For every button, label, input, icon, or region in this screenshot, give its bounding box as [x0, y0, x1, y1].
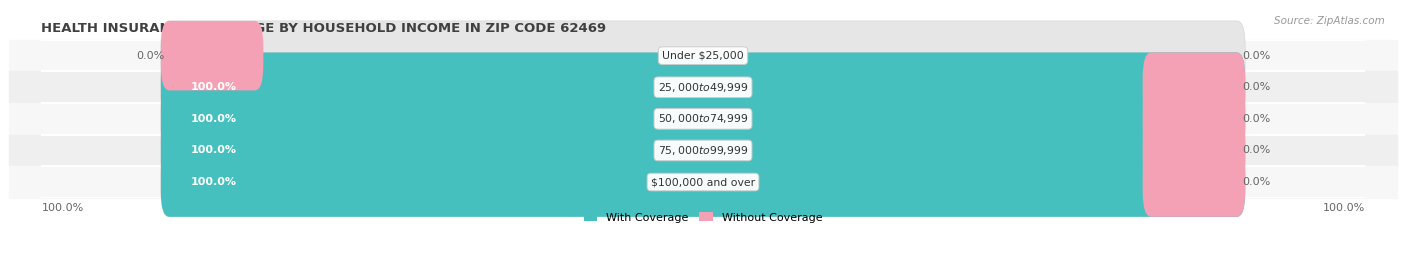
Text: 100.0%: 100.0% — [1323, 203, 1365, 213]
Text: 100.0%: 100.0% — [41, 203, 83, 213]
FancyBboxPatch shape — [1143, 52, 1246, 122]
Bar — [10, 103, 1396, 135]
FancyBboxPatch shape — [160, 147, 1246, 217]
Text: 100.0%: 100.0% — [191, 146, 236, 155]
FancyBboxPatch shape — [160, 147, 1246, 217]
Text: Under $25,000: Under $25,000 — [662, 51, 744, 61]
Text: 0.0%: 0.0% — [1241, 51, 1270, 61]
FancyBboxPatch shape — [160, 21, 1246, 90]
FancyBboxPatch shape — [1143, 116, 1246, 185]
Legend: With Coverage, Without Coverage: With Coverage, Without Coverage — [579, 208, 827, 227]
FancyBboxPatch shape — [160, 116, 1246, 185]
FancyBboxPatch shape — [1143, 84, 1246, 154]
Bar — [10, 72, 1396, 103]
Text: 0.0%: 0.0% — [136, 51, 165, 61]
Text: Source: ZipAtlas.com: Source: ZipAtlas.com — [1274, 16, 1385, 26]
Text: 0.0%: 0.0% — [1241, 146, 1270, 155]
Text: $25,000 to $49,999: $25,000 to $49,999 — [658, 81, 748, 94]
Text: 100.0%: 100.0% — [191, 82, 236, 92]
FancyBboxPatch shape — [160, 52, 1246, 122]
FancyBboxPatch shape — [160, 84, 1246, 154]
Text: 100.0%: 100.0% — [191, 177, 236, 187]
Text: $100,000 and over: $100,000 and over — [651, 177, 755, 187]
Text: 0.0%: 0.0% — [1241, 82, 1270, 92]
Text: HEALTH INSURANCE COVERAGE BY HOUSEHOLD INCOME IN ZIP CODE 62469: HEALTH INSURANCE COVERAGE BY HOUSEHOLD I… — [41, 22, 606, 34]
FancyBboxPatch shape — [160, 21, 263, 90]
Text: $50,000 to $74,999: $50,000 to $74,999 — [658, 112, 748, 125]
FancyBboxPatch shape — [160, 52, 1246, 122]
Text: 100.0%: 100.0% — [191, 114, 236, 124]
Text: 0.0%: 0.0% — [1241, 114, 1270, 124]
FancyBboxPatch shape — [1143, 147, 1246, 217]
Bar — [10, 40, 1396, 72]
Text: $75,000 to $99,999: $75,000 to $99,999 — [658, 144, 748, 157]
Bar — [10, 166, 1396, 198]
Text: 0.0%: 0.0% — [1241, 177, 1270, 187]
FancyBboxPatch shape — [160, 84, 1246, 154]
FancyBboxPatch shape — [160, 116, 1246, 185]
Bar — [10, 135, 1396, 166]
